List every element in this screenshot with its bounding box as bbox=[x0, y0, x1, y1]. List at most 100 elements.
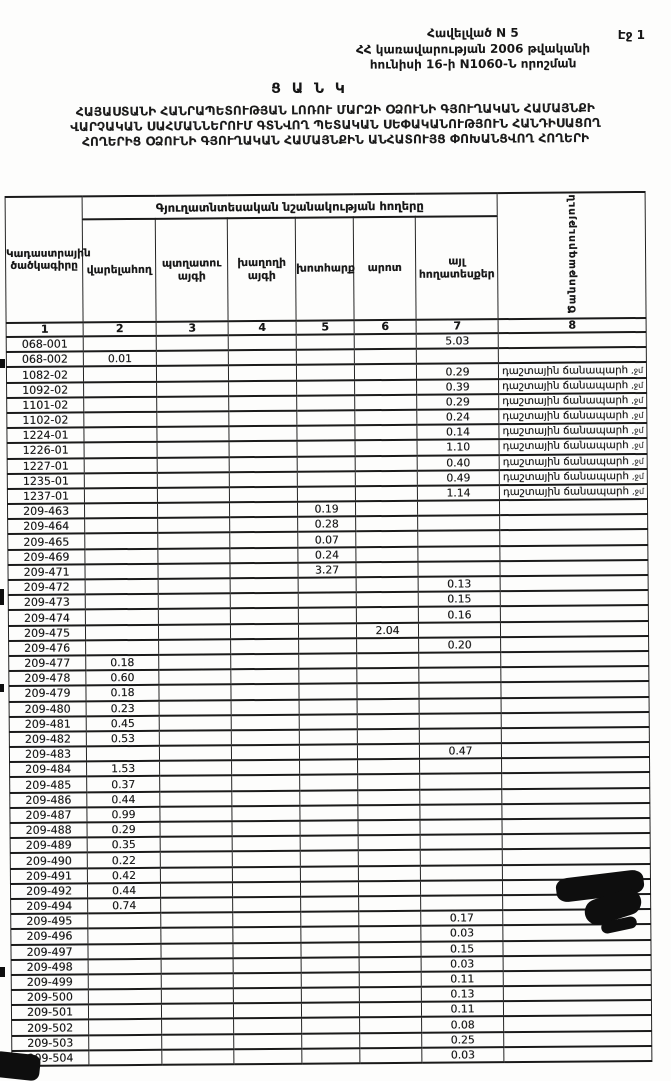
area-value-cell bbox=[419, 819, 503, 835]
note-cell: դաշտային ճանապարհ ,ջմ bbox=[498, 362, 647, 379]
area-value-cell: 5.03 bbox=[416, 333, 499, 350]
area-value-cell bbox=[84, 563, 159, 580]
area-value-cell bbox=[300, 835, 359, 852]
cadastral-code-cell: 068-001 bbox=[6, 336, 84, 353]
cadastral-code-cell: 209-499 bbox=[11, 974, 89, 991]
note-cell bbox=[501, 772, 650, 789]
area-value-cell bbox=[299, 729, 358, 745]
area-value-cell bbox=[85, 594, 159, 610]
note-overflow-artifact: ,ջմ bbox=[631, 426, 644, 436]
area-value-cell bbox=[87, 928, 161, 944]
scan-edge-mark-artifact bbox=[0, 684, 4, 692]
area-value-cell bbox=[158, 669, 231, 686]
area-value-cell bbox=[418, 652, 501, 668]
area-value-cell bbox=[297, 455, 356, 472]
area-value-cell bbox=[355, 440, 418, 456]
area-value-cell bbox=[417, 545, 500, 562]
area-value-cell bbox=[355, 516, 418, 532]
area-value-cell: 0.20 bbox=[418, 636, 501, 653]
area-value-cell bbox=[357, 713, 420, 730]
area-value-cell bbox=[84, 533, 158, 550]
cadastral-code-cell: 209-489 bbox=[10, 837, 88, 854]
area-value-cell bbox=[231, 820, 301, 837]
area-value-cell bbox=[160, 851, 233, 868]
cadastral-code-cell: 209-465 bbox=[7, 533, 85, 550]
area-value-cell bbox=[229, 441, 298, 457]
appendix-line: հունիսի 16-ի N1060-Ն որոշման bbox=[369, 56, 577, 72]
area-value-cell bbox=[83, 396, 157, 413]
note-overflow-artifact: ,ջմ bbox=[631, 411, 644, 421]
cadastral-code-cell: 068-002 bbox=[6, 351, 84, 368]
note-cell bbox=[501, 742, 650, 759]
note-cell bbox=[501, 696, 650, 713]
note-text: դաշտային ճանապարհ bbox=[502, 379, 629, 392]
area-value-cell: 0.47 bbox=[419, 743, 502, 760]
note-text: դաշտային ճանապարհ bbox=[502, 394, 629, 407]
area-value-cell bbox=[88, 1049, 162, 1066]
area-value-cell bbox=[228, 395, 297, 412]
area-value-cell bbox=[299, 759, 358, 776]
column-number: 8 bbox=[498, 318, 647, 334]
area-value-cell bbox=[419, 697, 502, 714]
area-value-cell bbox=[84, 472, 158, 489]
area-value-cell bbox=[229, 486, 298, 503]
area-value-cell bbox=[296, 379, 355, 396]
area-value-cell: 0.28 bbox=[297, 516, 356, 533]
area-value-cell bbox=[231, 744, 300, 761]
area-value-cell bbox=[228, 349, 297, 366]
cadastral-code-cell: 1101-02 bbox=[6, 397, 84, 413]
note-overflow-artifact: ,ջմ bbox=[631, 487, 645, 497]
area-value-cell bbox=[229, 471, 298, 488]
area-value-cell bbox=[157, 502, 230, 519]
document-title: Ց Ա Ն Կ bbox=[271, 80, 348, 97]
note-cell bbox=[499, 529, 648, 546]
area-value-cell bbox=[358, 895, 421, 912]
area-value-cell bbox=[157, 487, 230, 503]
area-value-cell bbox=[84, 442, 158, 458]
area-value-cell bbox=[229, 562, 299, 579]
area-value-cell: 0.23 bbox=[86, 700, 160, 717]
note-cell: դաշտային ճանապարհ ,ջմ bbox=[498, 407, 647, 425]
note-cell bbox=[501, 787, 650, 804]
area-value-cell bbox=[228, 380, 297, 397]
area-value-cell bbox=[231, 775, 300, 791]
note-text: դաշտային ճանապարհ bbox=[501, 364, 629, 377]
area-value-cell bbox=[420, 849, 503, 866]
area-value-cell bbox=[299, 744, 358, 760]
cadastral-code-cell: 209-476 bbox=[8, 640, 86, 656]
area-value-cell bbox=[358, 850, 421, 866]
area-value-cell bbox=[156, 426, 230, 443]
note-text: դաշտային ճանապարհ bbox=[502, 440, 629, 453]
area-value-cell bbox=[233, 1048, 302, 1065]
area-value-cell bbox=[159, 760, 232, 777]
area-value-cell bbox=[161, 973, 234, 989]
area-value-cell bbox=[301, 987, 360, 1003]
header-pasture: արոտ bbox=[353, 216, 417, 321]
area-value-cell bbox=[232, 866, 301, 883]
area-value-cell bbox=[87, 912, 161, 929]
area-value-cell bbox=[230, 608, 299, 624]
area-value-cell bbox=[359, 1017, 422, 1033]
area-value-cell bbox=[88, 988, 162, 1005]
cadastral-code-cell: 209-484 bbox=[9, 761, 87, 778]
area-value-cell bbox=[355, 455, 418, 471]
note-text: դաշտային ճանապարհ bbox=[502, 486, 629, 499]
note-cell bbox=[503, 954, 652, 972]
area-value-cell bbox=[298, 592, 357, 609]
cadastral-code-cell: 209-494 bbox=[10, 898, 88, 915]
area-value-cell: 0.18 bbox=[85, 654, 159, 671]
area-value-cell: 1.10 bbox=[417, 439, 500, 456]
area-value-cell bbox=[298, 638, 357, 654]
area-value-cell: 0.13 bbox=[418, 576, 501, 592]
area-value-cell: 0.44 bbox=[87, 882, 161, 899]
area-value-cell bbox=[87, 943, 162, 960]
note-text: դաշտային ճանապարհ bbox=[502, 410, 629, 423]
area-value-cell bbox=[230, 653, 299, 670]
area-value-cell bbox=[296, 410, 355, 426]
cadastral-code-cell: 209-486 bbox=[9, 792, 87, 808]
cadastral-code-cell: 1102-02 bbox=[6, 412, 84, 429]
area-value-cell: 0.03 bbox=[420, 925, 503, 942]
area-value-cell bbox=[298, 607, 357, 624]
note-cell: դաշտային ճանապարհ ,ջմ bbox=[499, 483, 648, 501]
area-value-cell bbox=[359, 986, 422, 1003]
